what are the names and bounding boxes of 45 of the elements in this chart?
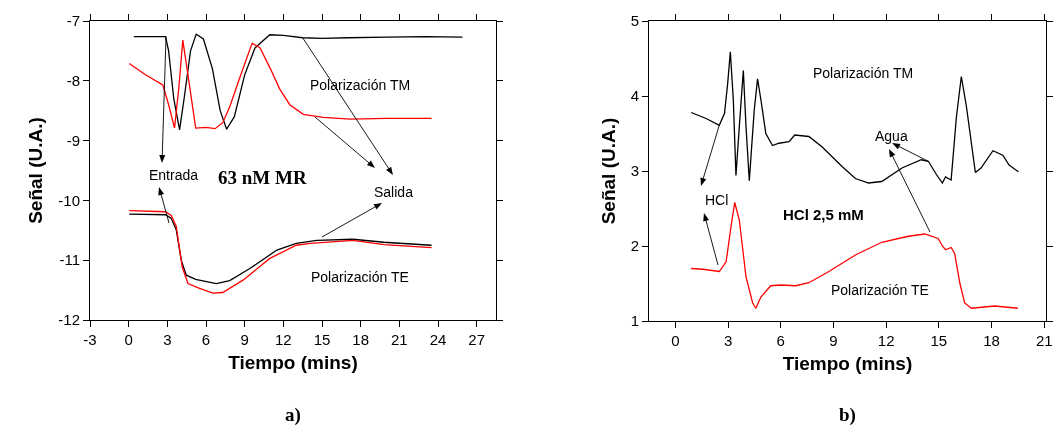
- x-tick-label: 15: [930, 332, 948, 349]
- text: a): [285, 404, 301, 426]
- x-tick-label: 6: [201, 331, 211, 348]
- annotation: HCl: [705, 192, 729, 208]
- annotation: 63 nM MR: [218, 167, 307, 188]
- annotation: Polarización TE: [311, 269, 409, 285]
- y-tick-label: -9: [66, 131, 80, 149]
- y-tick-label: 2: [630, 237, 639, 255]
- x-tick-label: 0: [671, 332, 680, 349]
- y-axis-title: Señal (U.A.): [597, 117, 619, 225]
- annotation: HCl 2,5 mM: [783, 206, 864, 223]
- x-tick-label: 18: [983, 332, 1000, 349]
- y-tick-label: -8: [66, 72, 80, 90]
- annotation: Entrada: [149, 167, 199, 183]
- annotation: Agua: [875, 128, 908, 144]
- x-tick-label: 9: [829, 332, 838, 349]
- annotation: Polarización TE: [831, 282, 929, 298]
- annotation: Polarización TM: [813, 65, 914, 81]
- x-tick-label: 24: [429, 331, 447, 348]
- x-tick-label: 9: [240, 331, 249, 348]
- x-tick-label: 0: [124, 331, 133, 348]
- y-tick-label: -12: [58, 311, 80, 329]
- y-tick-label: -7: [66, 12, 80, 30]
- y-tick-label: -10: [58, 191, 80, 209]
- annotation: Salida: [374, 184, 414, 200]
- x-tick-label: 6: [776, 332, 785, 349]
- y-tick-label: 4: [630, 87, 639, 105]
- x-tick-label: 27: [468, 331, 486, 348]
- x-tick-label: 3: [163, 331, 172, 348]
- x-tick-label: 18: [352, 331, 370, 348]
- x-tick-label: 15: [313, 331, 331, 348]
- x-tick-label: 21: [1035, 332, 1053, 349]
- y-axis-title: Señal (U.A.): [25, 117, 47, 224]
- y-tick-label: 5: [630, 12, 639, 30]
- x-tick-label: 12: [877, 332, 895, 349]
- x-tick-label: -3: [83, 331, 97, 348]
- x-tick-label: 3: [723, 332, 733, 349]
- x-tick-label: 12: [274, 331, 292, 348]
- y-tick-label: 3: [630, 162, 639, 180]
- x-tick-label: 21: [390, 331, 408, 348]
- x-axis-title: Tiempo (mins): [228, 351, 358, 373]
- y-tick-label: 1: [630, 312, 639, 330]
- text: b): [839, 404, 856, 426]
- x-axis-title: Tiempo (mins): [782, 352, 913, 374]
- y-tick-label: -11: [59, 251, 80, 269]
